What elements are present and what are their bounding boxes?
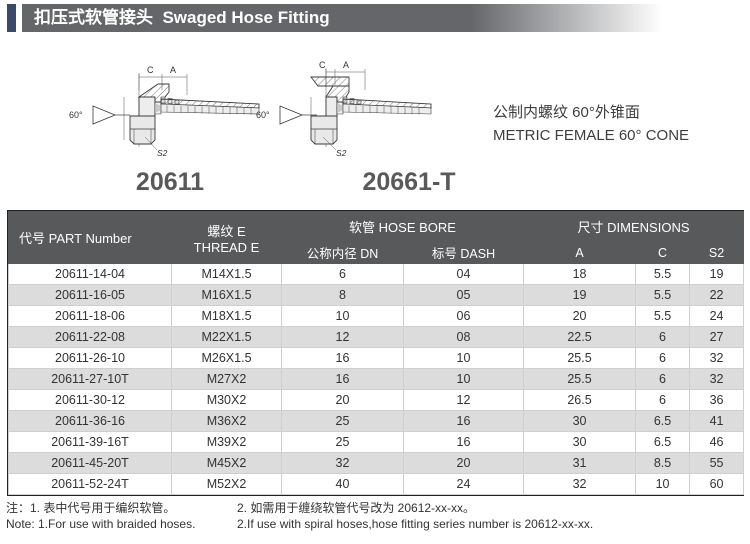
svg-text:C: C [319,60,326,70]
svg-text:METRIC FEMALE 60° CONE: METRIC FEMALE 60° CONE [493,127,689,144]
svg-text:A: A [343,60,349,70]
svg-text:S2: S2 [336,148,347,158]
svg-text:60°: 60° [69,110,83,120]
svg-text:S2: S2 [157,148,168,158]
svg-text:20661-T: 20661-T [362,168,455,196]
svg-text:公制内螺纹 60°外锥面: 公制内螺纹 60°外锥面 [493,104,640,121]
svg-text:20611: 20611 [136,168,204,196]
svg-text:A: A [170,65,176,75]
svg-text:60°: 60° [256,110,270,120]
svg-text:C: C [147,65,154,75]
